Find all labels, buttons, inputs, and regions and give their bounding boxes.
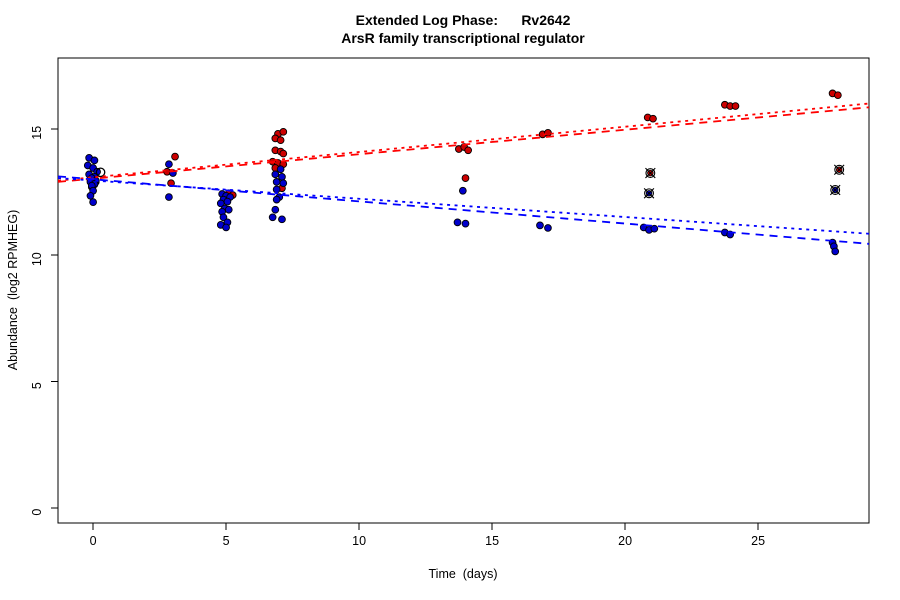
data-point-red-condition <box>461 174 470 182</box>
trend-line-red-dotted <box>57 102 870 182</box>
x-tick-label: 5 <box>223 534 230 548</box>
data-point-blue-condition <box>272 178 281 186</box>
circled-point-x <box>645 167 656 179</box>
data-point-red-condition <box>276 136 285 145</box>
circled-point-ring <box>834 164 845 175</box>
data-point-blue-condition <box>219 213 228 222</box>
data-point-blue-condition <box>272 195 281 204</box>
data-point-blue-condition <box>453 218 462 227</box>
data-point-blue-condition <box>650 224 659 233</box>
data-point-red-condition <box>544 128 552 137</box>
trend-line-blue-dashed <box>57 175 870 245</box>
data-point-blue-condition <box>544 224 552 232</box>
data-point-blue-condition <box>216 199 225 208</box>
data-point-blue-condition <box>224 205 233 214</box>
data-point-red-condition <box>171 152 179 161</box>
circled-point-x <box>829 184 841 196</box>
data-point-red-condition <box>649 114 657 123</box>
data-point-red-condition <box>279 149 288 158</box>
data-point-blue-condition <box>223 197 232 206</box>
data-point-blue-condition <box>271 170 280 179</box>
data-point-blue-condition <box>276 165 285 174</box>
data-point-red-condition <box>731 102 740 110</box>
circled-point-ring <box>830 185 841 195</box>
data-point-blue-condition <box>536 221 544 230</box>
chart-title: Extended Log Phase: Rv2642 <box>356 12 571 28</box>
trend-line-blue-dotted <box>57 177 870 235</box>
data-point-blue-condition <box>86 191 95 200</box>
data-point-blue-condition <box>831 247 840 256</box>
circled-point-ring <box>645 168 656 178</box>
data-point-blue-condition <box>278 172 286 181</box>
y-tick-label: 0 <box>30 509 44 516</box>
y-tick-label: 10 <box>30 252 44 266</box>
data-point-blue-condition <box>461 219 470 228</box>
data-point-blue-condition <box>278 215 286 224</box>
y-tick-label: 5 <box>30 382 44 389</box>
y-axis-label: Abundance (log2 RPMHEG) <box>6 210 20 371</box>
x-tick-label: 10 <box>352 534 366 548</box>
data-point-blue-condition <box>165 160 173 169</box>
circled-point-ring <box>644 188 654 199</box>
circled-point-x <box>643 187 655 199</box>
data-point-blue-condition <box>279 179 288 188</box>
plot-area: 0 5 10 15 20 25 0 5 10 15 <box>30 57 870 548</box>
chart-subtitle: ArsR family transcriptional regulator <box>341 30 585 46</box>
plot-box <box>57 57 870 524</box>
data-point-blue-condition <box>222 223 230 232</box>
data-point-blue-condition <box>165 193 173 201</box>
data-point-blue-condition <box>271 205 280 214</box>
circled-point-x <box>833 164 845 176</box>
data-point-red-condition <box>464 146 473 155</box>
x-tick-label: 25 <box>751 534 765 548</box>
data-point-blue-condition <box>89 198 97 206</box>
trend-line-red-dashed <box>57 106 870 183</box>
data-point-blue-condition <box>268 213 277 222</box>
data-point-red-condition <box>279 127 288 136</box>
x-axis-label: Time (days) <box>429 567 498 581</box>
y-tick-label: 15 <box>30 126 44 140</box>
data-point-red-condition <box>834 91 842 100</box>
data-point-blue-condition <box>90 156 99 165</box>
data-point-blue-condition <box>272 185 281 194</box>
data-point-blue-condition <box>458 186 467 195</box>
x-tick-label: 0 <box>90 534 97 548</box>
open-circle-point <box>95 167 106 178</box>
x-tick-label: 15 <box>485 534 499 548</box>
x-tick-label: 20 <box>618 534 632 548</box>
